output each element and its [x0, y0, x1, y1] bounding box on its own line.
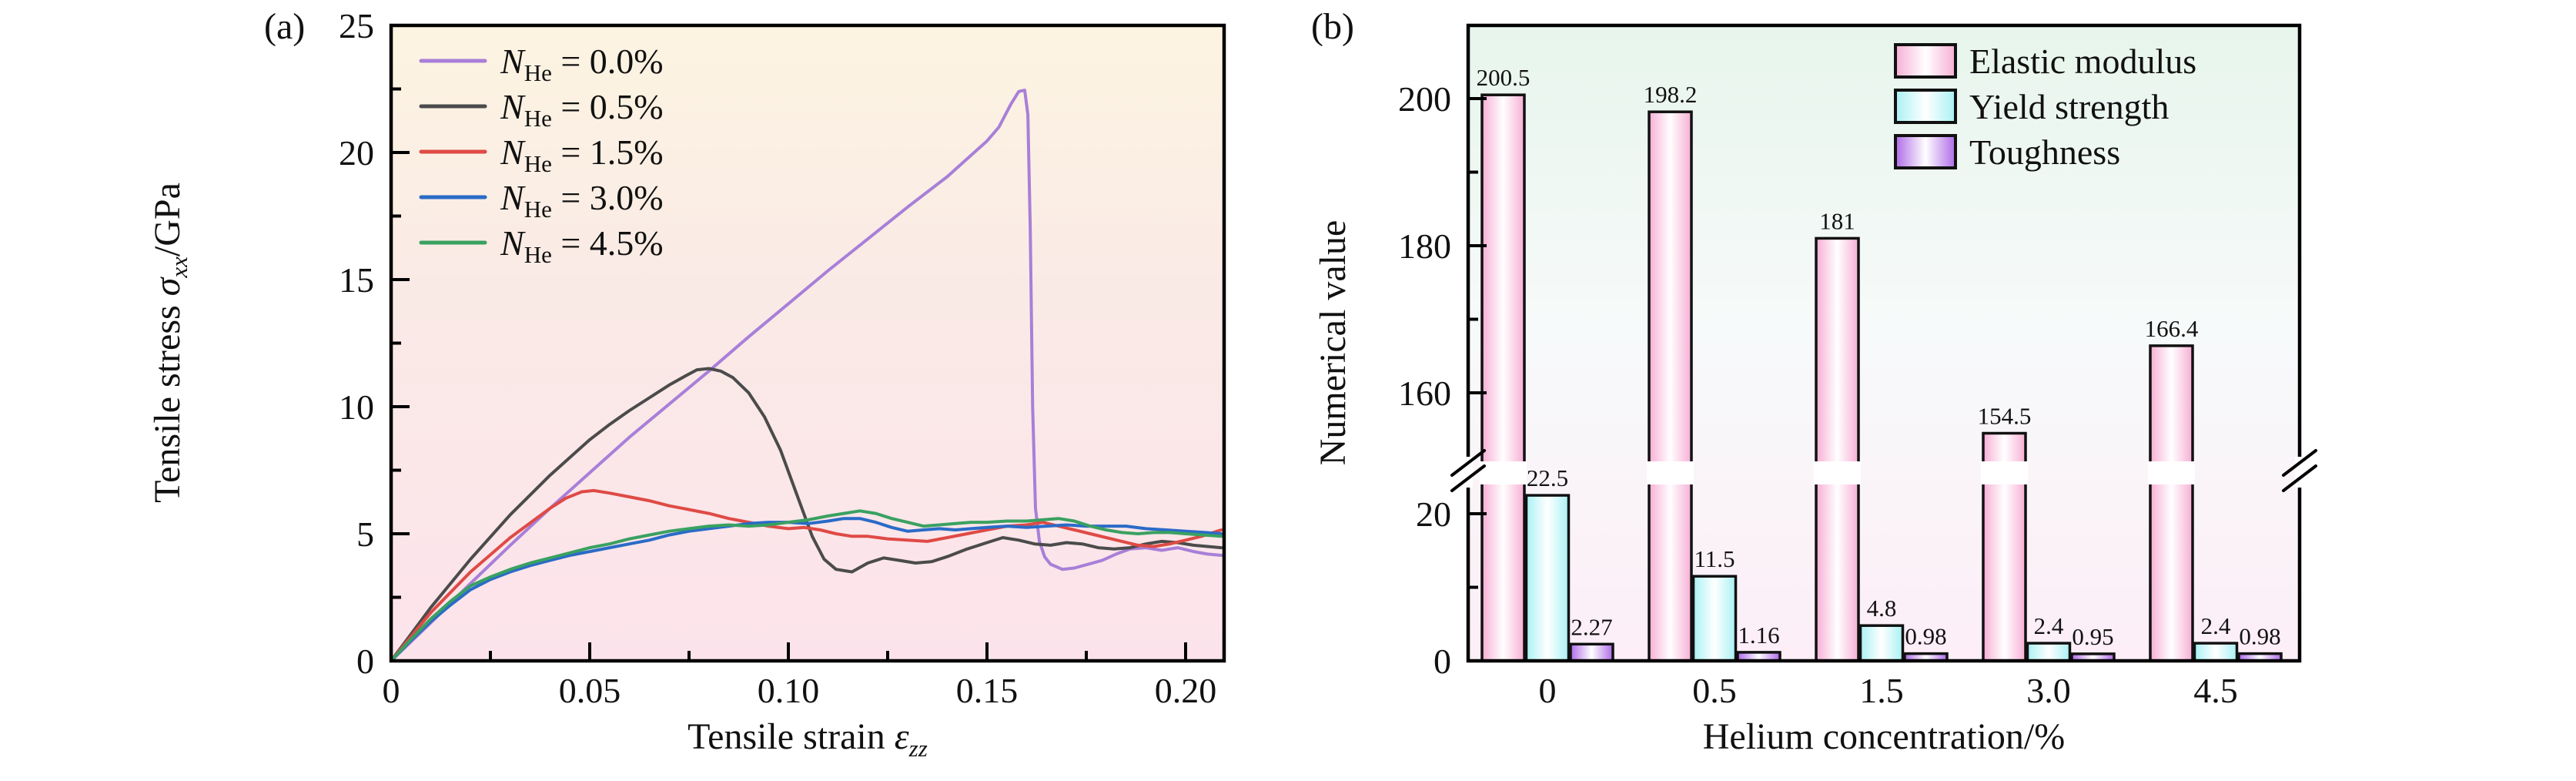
bar-value-label: 2.27	[1571, 613, 1612, 640]
bar-value-label: 200.5	[1477, 64, 1531, 91]
bar-elastic-modulus	[1480, 93, 1526, 662]
bar-toughness	[1569, 642, 1614, 662]
y-tick-label: 20	[1416, 494, 1451, 534]
y-tick-label: 0	[356, 642, 374, 681]
x-tick-label: 0.05	[559, 671, 621, 710]
bar-value-label: 22.5	[1527, 464, 1568, 491]
bar-yield-strength	[2193, 642, 2239, 662]
curve-0.0pct	[391, 89, 1223, 661]
bar-yield-strength	[1858, 624, 1905, 662]
legend-swatch-yield-strength	[1894, 89, 1957, 124]
axis-break-slash	[1450, 449, 1486, 477]
y-tick-label: 15	[339, 260, 374, 300]
axis-break-slash	[2282, 464, 2317, 492]
bar-elastic-modulus	[1648, 110, 1693, 662]
bar-value-label: 2.4	[2201, 612, 2231, 639]
x-category-label: 1.5	[1859, 671, 1904, 710]
bar-value-label: 2.4	[2034, 612, 2064, 639]
y-tick-label: 180	[1398, 226, 1451, 266]
legend-label: NHe = 3.0%	[500, 178, 664, 223]
y-tick-label: 160	[1398, 374, 1451, 413]
bar-value-label: 0.98	[2239, 623, 2280, 650]
axis-break-gap	[1480, 461, 1527, 484]
y-tick-label: 200	[1398, 79, 1451, 119]
legend-label: NHe = 1.5%	[500, 132, 664, 177]
axis-break-gap	[1981, 461, 2028, 484]
panel-a-y-axis-label: Tensile stress σxx/GPa	[147, 183, 192, 503]
panel-a-x-axis-label: Tensile strain εzz	[687, 716, 928, 762]
panel-b-tag: (b)	[1311, 6, 1354, 47]
panel-b-y-axis-label: Numerical value	[1313, 220, 1353, 466]
bar-elastic-modulus	[1815, 236, 1860, 662]
x-category-label: 3.0	[2026, 671, 2071, 710]
curve-1.5pct	[391, 488, 1223, 661]
panel-a-tag: (a)	[264, 6, 305, 47]
bar-value-label: 181	[1819, 207, 1855, 234]
legend-label: Elastic modulus	[1969, 42, 2196, 81]
legend-label: NHe = 0.0%	[500, 42, 664, 86]
x-category-label: 0.5	[1692, 671, 1737, 710]
bar-yield-strength	[1691, 575, 1738, 662]
axis-break-slash	[1450, 464, 1486, 492]
x-tick-label: 0.10	[758, 671, 820, 710]
axis-break-gap	[1647, 461, 1694, 484]
x-tick-label: 0.20	[1155, 671, 1217, 710]
panel-a-plot-background	[391, 25, 1224, 661]
x-category-label: 4.5	[2193, 671, 2238, 710]
y-tick-label: 20	[339, 133, 374, 173]
legend-label: Yield strength	[1969, 87, 2169, 126]
legend-swatch-toughness	[1894, 134, 1957, 169]
bar-elastic-modulus	[2149, 344, 2194, 662]
bar-value-label: 4.8	[1867, 595, 1897, 622]
panel-b-x-axis-label: Helium concentration/%	[1703, 716, 2066, 757]
bar-value-label: 1.16	[1738, 622, 1779, 649]
bar-value-label: 0.98	[1905, 623, 1946, 650]
panel-b: 0 20 160 180 200 0 0.5 1.5 3.0 4.5 200.5 198.2 181 1…	[1311, 6, 2317, 757]
x-category-label: 0	[1539, 671, 1557, 710]
curve-4.5pct	[391, 509, 1223, 661]
axis-break-gap	[2148, 461, 2195, 484]
panel-b-plot-border	[1466, 23, 2302, 663]
curve-0.5pct	[391, 367, 1223, 661]
x-tick-label: 0.15	[956, 671, 1019, 710]
curve-3.0pct	[391, 517, 1223, 661]
y-tick-label: 5	[356, 515, 374, 554]
axis-break-gap	[1814, 461, 1861, 484]
bar-value-label: 154.5	[1978, 403, 2032, 430]
legend-label: NHe = 0.5%	[500, 87, 664, 132]
bar-value-label: 11.5	[1694, 545, 1735, 572]
y-tick-label: 10	[339, 387, 374, 427]
legend-label: NHe = 4.5%	[500, 223, 664, 268]
y-tick-label: 0	[1434, 642, 1451, 681]
legend-swatch-elastic-modulus	[1894, 43, 1957, 79]
axis-break-slash	[2282, 449, 2317, 477]
y-tick-label: 25	[339, 6, 374, 45]
bar-yield-strength	[2026, 642, 2072, 662]
legend-label: Toughness	[1969, 132, 2120, 172]
x-tick-label: 0	[383, 671, 400, 710]
bar-value-label: 0.95	[2072, 623, 2113, 650]
bar-yield-strength	[1524, 494, 1571, 662]
bar-value-label: 166.4	[2145, 315, 2199, 342]
bar-value-label: 198.2	[1644, 81, 1698, 108]
